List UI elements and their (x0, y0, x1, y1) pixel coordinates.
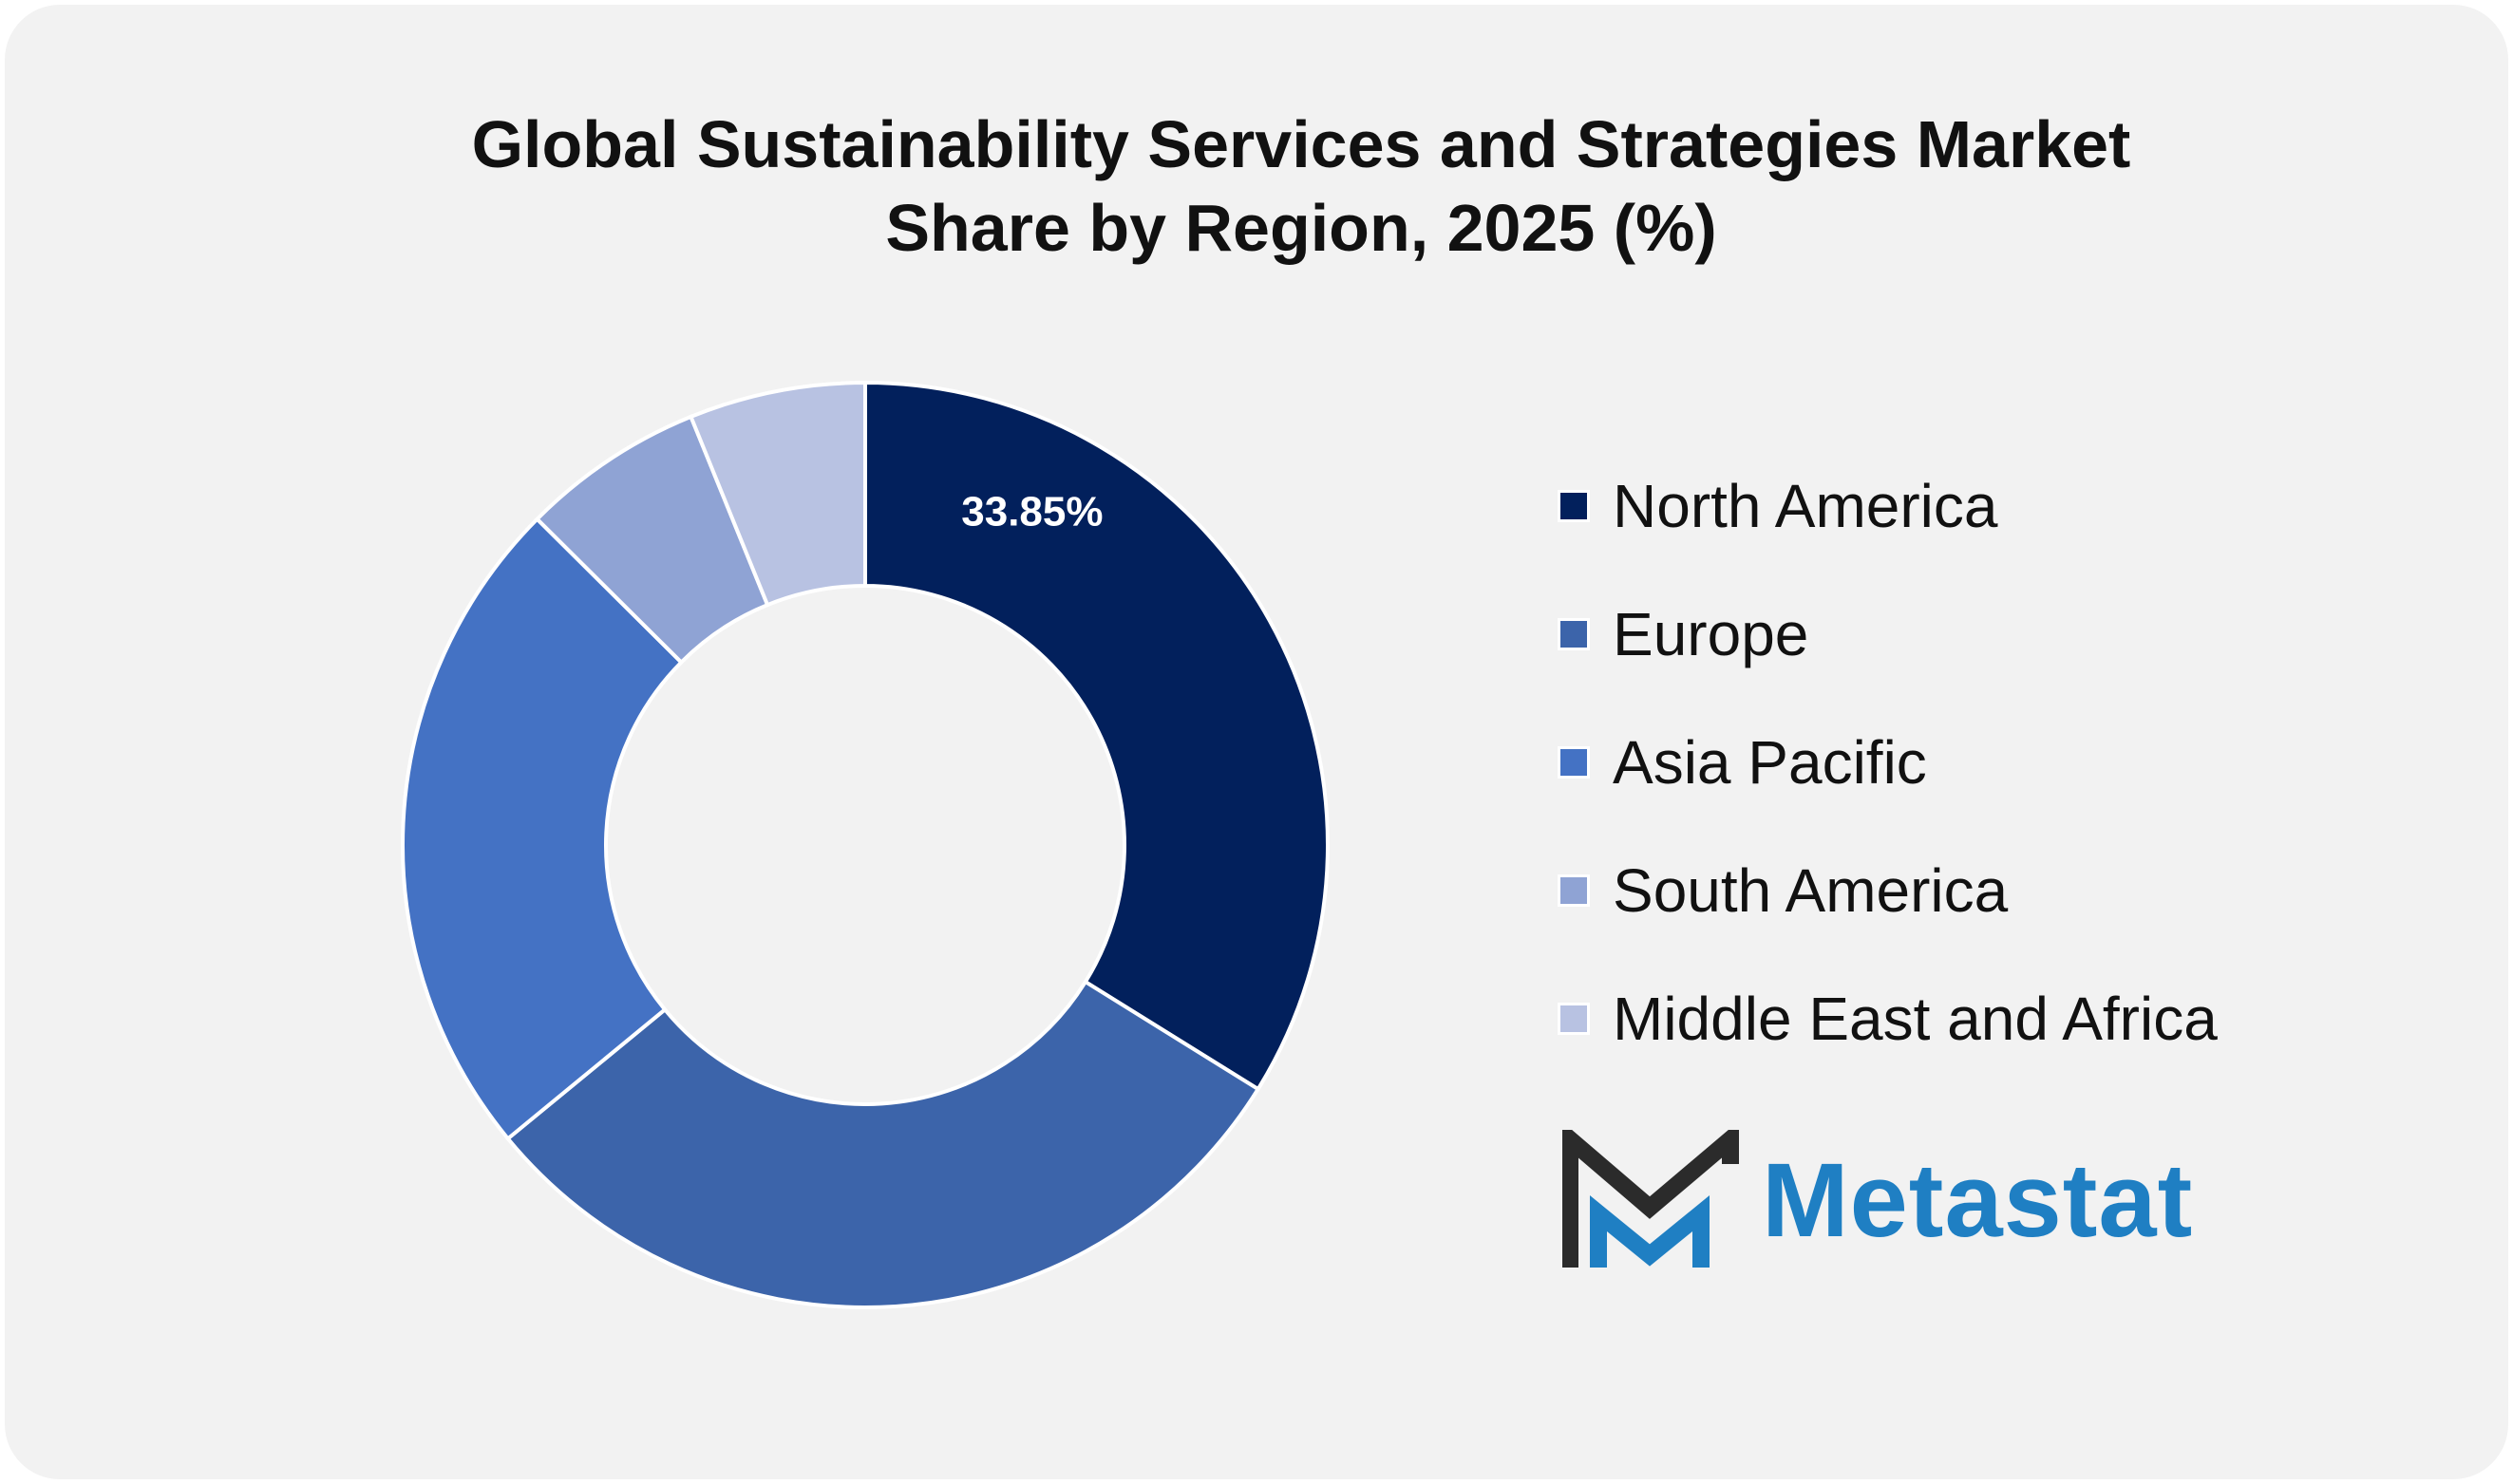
donut-slices (401, 380, 1330, 1309)
legend-item-south-america: South America (1558, 826, 2218, 954)
legend-swatch (1558, 873, 1590, 907)
metastat-logo: Metastat (1562, 1130, 2193, 1272)
legend-item-north-america: North America (1558, 441, 2218, 570)
legend-swatch (1558, 617, 1590, 650)
metastat-logo-text: Metastat (1762, 1142, 2194, 1259)
legend-swatch (1558, 745, 1590, 779)
legend: North America Europe Asia Pacific South … (1558, 441, 2218, 1082)
legend-swatch (1558, 489, 1590, 522)
donut-data-label: 33.85% (961, 489, 1103, 535)
legend-swatch (1558, 1002, 1590, 1035)
donut-slice-europe (504, 979, 1261, 1309)
legend-label: Middle East and Africa (1613, 984, 2218, 1053)
legend-item-asia-pacific: Asia Pacific (1558, 698, 2218, 826)
legend-label: Asia Pacific (1613, 727, 1927, 797)
legend-label: Europe (1613, 599, 1809, 668)
legend-item-europe: Europe (1558, 570, 2218, 698)
donut-slice-middle-east-and-africa (688, 380, 867, 608)
chart-title-line-2: Share by Region, 2025 (%) (885, 191, 1717, 265)
legend-item-middle-east-africa: Middle East and Africa (1558, 954, 2218, 1082)
chart-title-line-1: Global Sustainability Services and Strat… (471, 107, 2131, 181)
legend-label: South America (1613, 855, 2009, 925)
donut-labels: 33.85% (961, 489, 1103, 535)
donut-slice-north-america (863, 380, 1330, 1092)
chart-title: Global Sustainability Services and Strat… (0, 103, 2513, 270)
legend-label: North America (1613, 471, 1998, 540)
donut-slice-asia-pacific (401, 516, 685, 1142)
metastat-logo-icon (1562, 1130, 1739, 1268)
